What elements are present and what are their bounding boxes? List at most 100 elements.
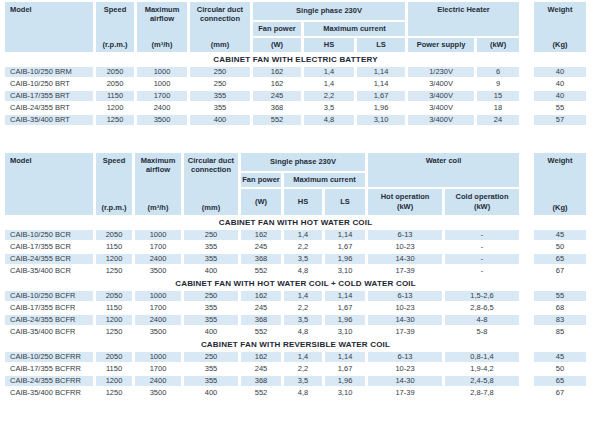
value-cell: 1150 — [96, 91, 134, 101]
header-row-groups: Model Speed (r.p.m.) Maximum airflow (m³… — [5, 153, 586, 171]
model-cell: CAIB-35/400 BCFRR — [5, 388, 93, 398]
value-cell: 4,8 — [304, 115, 354, 125]
group-header-single-phase: Single phase 230V — [253, 2, 405, 20]
model-cell: CAIB-17/355 BCFRR — [5, 364, 93, 374]
value-cell: 57 — [522, 115, 586, 125]
model-cell: CAIB-24/355 BCFRR — [5, 376, 93, 386]
value-cell: 2,2 — [284, 364, 322, 374]
table-row: CAIB-10/250 BCR205010002501621,41,146-13… — [5, 230, 586, 240]
value-cell: 67 — [522, 388, 586, 398]
value-cell: 1,4 — [284, 352, 322, 362]
table-row: CAIB-35/400 BCFR125035004005524,83,1017-… — [5, 327, 586, 337]
value-cell: 3,5 — [284, 376, 322, 386]
value-cell: 2050 — [96, 291, 132, 301]
model-cell: CAIB-24/355 BCFR — [5, 315, 93, 325]
value-cell: 3500 — [137, 115, 187, 125]
value-cell: 45 — [522, 230, 586, 240]
value-cell: 1000 — [135, 230, 181, 240]
value-cell: 55 — [522, 291, 586, 301]
value-cell: 1,4 — [304, 67, 354, 77]
electric-heater-spec-table: Model Speed (r.p.m.) Maximum airflow (m³… — [2, 0, 589, 127]
value-cell: 2400 — [137, 103, 187, 113]
value-cell: 17-39 — [368, 266, 442, 276]
value-cell: 1,14 — [357, 79, 405, 89]
col-header-model: Model — [5, 2, 93, 52]
model-cell: CAIB-17/355 BRT — [5, 91, 93, 101]
value-cell: 2400 — [135, 254, 181, 264]
value-cell: 1700 — [135, 303, 181, 313]
value-cell: 3/400V — [408, 115, 474, 125]
value-cell: 2050 — [96, 79, 134, 89]
value-cell: 6-13 — [368, 230, 442, 240]
value-cell: 250 — [184, 291, 238, 301]
value-cell: 1,14 — [357, 67, 405, 77]
value-cell: 40 — [522, 91, 586, 101]
value-cell: 1150 — [96, 303, 132, 313]
value-cell: 4,8 — [284, 327, 322, 337]
value-cell: 1,67 — [325, 242, 365, 252]
value-cell: 6 — [477, 67, 519, 77]
value-cell: 355 — [190, 91, 250, 101]
value-cell: 1250 — [96, 327, 132, 337]
value-cell: 162 — [241, 230, 281, 240]
value-cell: 245 — [241, 242, 281, 252]
weight-label: Weight — [548, 156, 573, 165]
value-cell: 1,9-4,2 — [445, 364, 519, 374]
value-cell: 14-30 — [368, 315, 442, 325]
value-cell: 2,2 — [284, 303, 322, 313]
value-cell: 355 — [190, 103, 250, 113]
duct-unit: (mm) — [202, 203, 220, 212]
value-cell: 368 — [241, 315, 281, 325]
table-row: CAIB-10/250 BRT205010002501621,41,143/40… — [5, 79, 586, 89]
value-cell: 67 — [522, 266, 586, 276]
value-cell: 85 — [522, 327, 586, 337]
section-header-row: CABINET FAN WITH REVERSIBLE WATER COIL — [5, 339, 586, 350]
value-cell: 1,4 — [284, 230, 322, 240]
group-header-water-coil: Water coil — [368, 153, 519, 187]
value-cell: 55 — [522, 103, 586, 113]
table-row: CAIB-10/250 BCFR205010002501621,41,146-1… — [5, 291, 586, 301]
model-cell: CAIB-35/400 BRT — [5, 115, 93, 125]
value-cell: 250 — [184, 352, 238, 362]
section-header-row: CABINET FAN WITH HOT WATER COIL — [5, 217, 586, 228]
value-cell: 45 — [522, 352, 586, 362]
value-cell: 355 — [184, 315, 238, 325]
value-cell: 1,4 — [284, 291, 322, 301]
weight-label: Weight — [548, 5, 573, 14]
value-cell: 4,8 — [284, 266, 322, 276]
weight-unit: (Kg) — [553, 203, 568, 212]
value-cell: 1,14 — [325, 230, 365, 240]
duct-label: Circular duct connection — [190, 5, 250, 24]
table-row: CAIB-17/355 BCR115017003552452,21,6710-2… — [5, 242, 586, 252]
airflow-label: Maximum airflow — [137, 5, 187, 24]
value-cell: 1150 — [96, 364, 132, 374]
unit-ls: LS — [357, 38, 405, 52]
water-coil-table-body: CABINET FAN WITH HOT WATER COIL CAIB-10/2… — [5, 217, 586, 398]
value-cell: 1200 — [96, 376, 132, 386]
value-cell: - — [445, 242, 519, 252]
value-cell: 400 — [190, 115, 250, 125]
value-cell: 3500 — [135, 266, 181, 276]
value-cell: 250 — [190, 67, 250, 77]
value-cell: 40 — [522, 79, 586, 89]
value-cell: 1,4 — [304, 79, 354, 89]
cold-operation-unit: (kW) — [445, 202, 519, 212]
water-coil-spec-table: Model Speed (r.p.m.) Maximum airflow (m³… — [2, 151, 589, 400]
value-cell: 14-30 — [368, 254, 442, 264]
section-title: CABINET FAN WITH HOT WATER COIL — [5, 217, 586, 228]
speed-label: Speed — [104, 5, 127, 14]
value-cell: 1,5-2,6 — [445, 291, 519, 301]
section-header-row: CABINET FAN WITH ELECTRIC BATTERY — [5, 54, 586, 65]
model-cell: CAIB-24/355 BCR — [5, 254, 93, 264]
value-cell: 17-39 — [368, 388, 442, 398]
value-cell: 1150 — [96, 242, 132, 252]
value-cell: 10-23 — [368, 303, 442, 313]
value-cell: 368 — [241, 254, 281, 264]
value-cell: 15 — [477, 91, 519, 101]
value-cell: 10-23 — [368, 242, 442, 252]
unit-fan-power: (W) — [253, 38, 301, 52]
value-cell: 10-23 — [368, 364, 442, 374]
value-cell: 552 — [253, 115, 301, 125]
section-title: CABINET FAN WITH HOT WATER COIL + COLD W… — [5, 278, 586, 289]
model-label: Model — [10, 156, 32, 165]
